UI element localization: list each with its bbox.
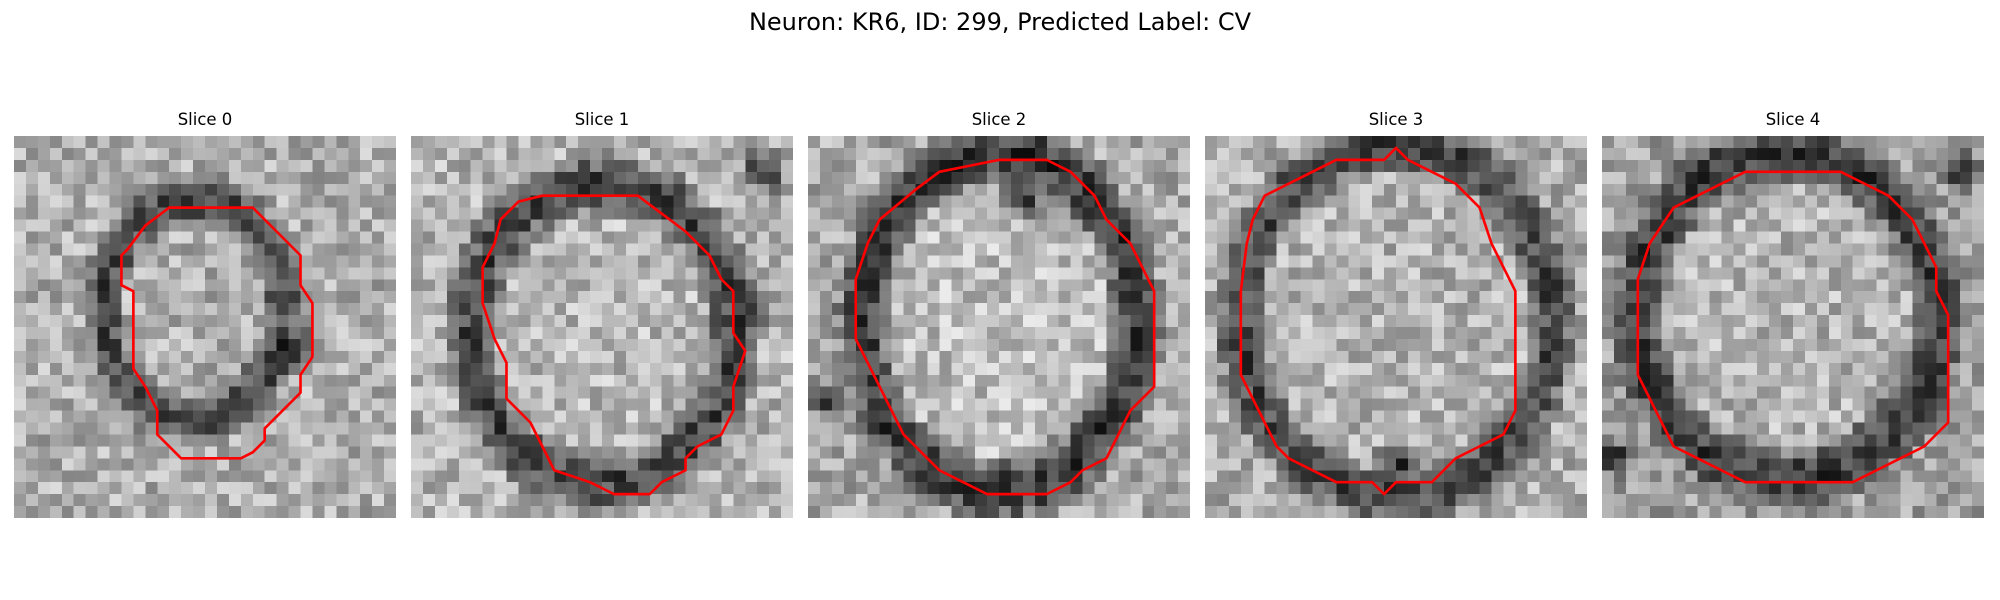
slice-title-0: Slice 0 [177,110,233,129]
segmentation-contour-0 [120,206,314,460]
slice-title-2: Slice 2 [971,110,1027,129]
slice-image-0 [14,136,396,518]
slice-image-2 [808,136,1190,518]
slice-image-4 [1602,136,1984,518]
slice-title-1: Slice 1 [574,110,630,129]
slice-title-3: Slice 3 [1368,110,1424,129]
slice-image-3 [1205,136,1587,518]
slice-image-1 [411,136,793,518]
segmentation-contour-3 [1239,146,1517,496]
figure-title: Neuron: KR6, ID: 299, Predicted Label: C… [748,8,1252,36]
slice-title-4: Slice 4 [1765,110,1821,129]
segmentation-contour-4 [1636,170,1950,484]
segmentation-contour-1 [481,194,747,496]
segmentation-contour-2 [854,158,1156,496]
